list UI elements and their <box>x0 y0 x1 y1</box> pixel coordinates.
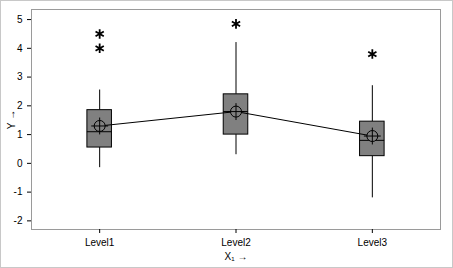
svg-text:3: 3 <box>17 71 23 82</box>
svg-text:Level2: Level2 <box>221 237 251 248</box>
svg-text:Level1: Level1 <box>85 237 115 248</box>
svg-text:X₁ →: X₁ → <box>225 251 248 262</box>
svg-text:0: 0 <box>17 158 23 169</box>
svg-text:1: 1 <box>17 129 23 140</box>
svg-text:5: 5 <box>17 14 23 25</box>
svg-text:2: 2 <box>17 100 23 111</box>
svg-text:-1: -1 <box>14 186 23 197</box>
svg-text:Y →: Y → <box>6 110 17 129</box>
svg-text:Level3: Level3 <box>358 237 388 248</box>
svg-text:4: 4 <box>17 43 23 54</box>
svg-text:-2: -2 <box>14 215 23 226</box>
